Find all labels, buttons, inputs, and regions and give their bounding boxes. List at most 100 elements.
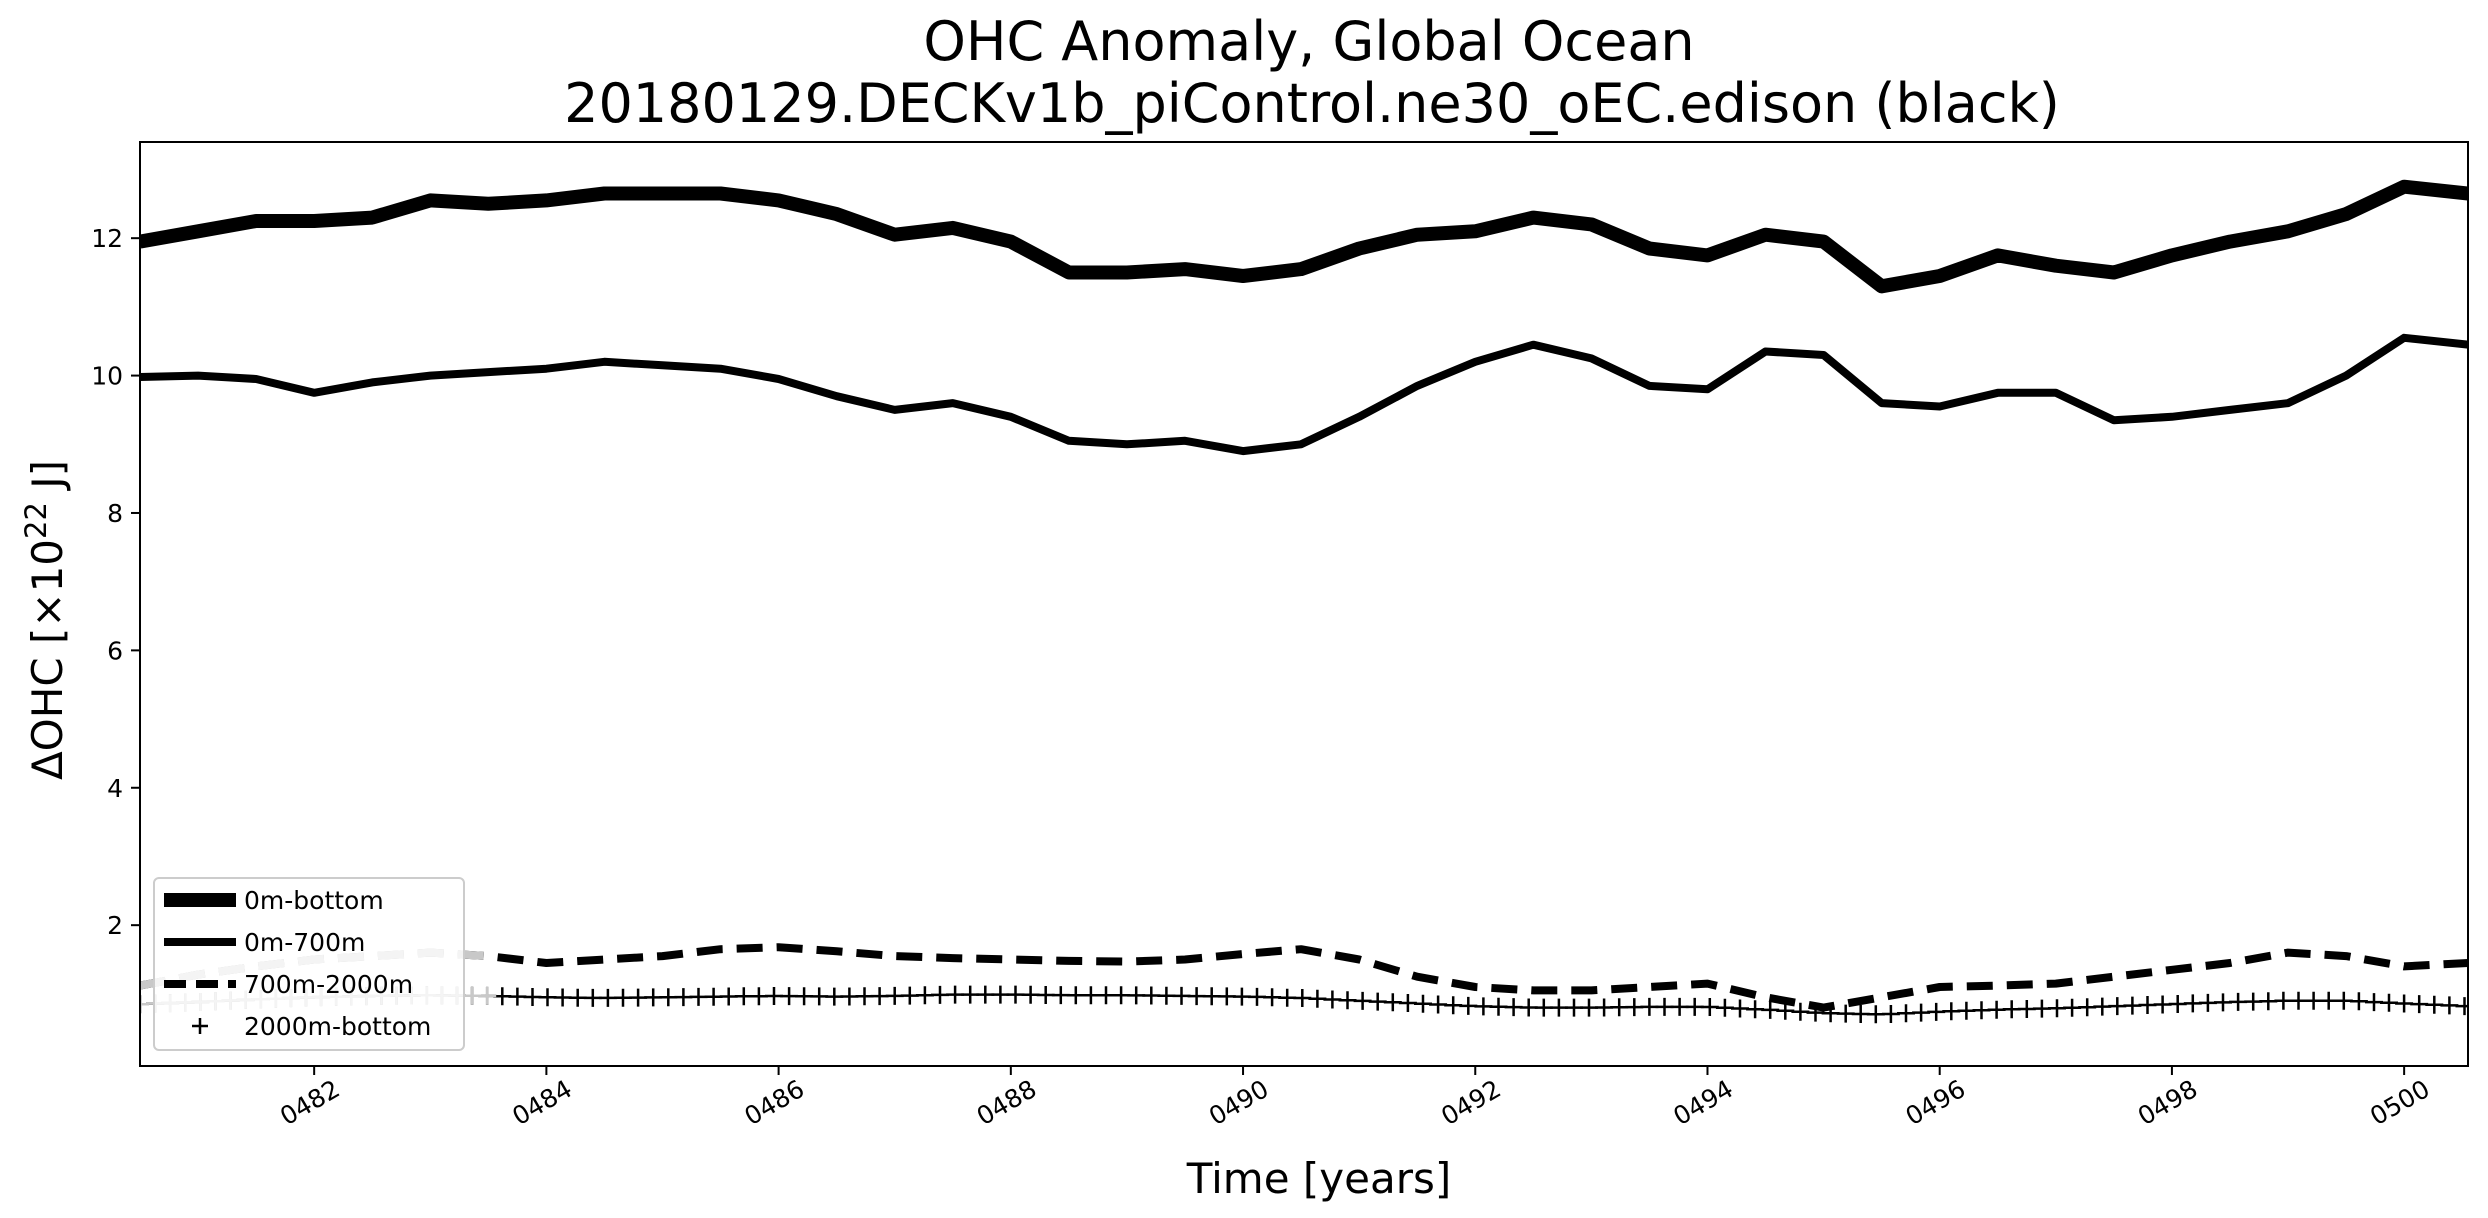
- series-3-marker-150: [2395, 994, 2414, 1013]
- series-3-marker-93: [1534, 998, 1553, 1017]
- series-3-marker-92: [1519, 998, 1538, 1017]
- series-3-marker-58: [1006, 985, 1025, 1004]
- series-3-marker-36: [674, 988, 693, 1007]
- series-3-marker-118: [1912, 1003, 1931, 1022]
- series-3-marker-141: [2259, 992, 2278, 1011]
- overlay-series-1-marker-22: [463, 986, 482, 1005]
- series-3-marker-34: [644, 988, 663, 1007]
- series-3-marker-151: [2410, 995, 2429, 1014]
- series-3-marker-106: [1731, 999, 1749, 1018]
- series-3-marker-110: [1791, 1002, 1810, 1021]
- series-3-marker-45: [810, 987, 829, 1006]
- series-3-marker-135: [2168, 995, 2187, 1013]
- series-3-marker-133: [2138, 996, 2157, 1014]
- legend-label-3: 2000m-bottom: [244, 1012, 431, 1041]
- series-3-marker-123: [1987, 1000, 2006, 1019]
- legend-label-2: 700m-2000m: [244, 970, 413, 999]
- series-3-marker-38: [704, 987, 723, 1006]
- series-3-marker-39: [719, 987, 738, 1006]
- series-2-line: [140, 943, 2468, 1012]
- series-3-marker-104: [1700, 998, 1719, 1016]
- series-3-marker-44: [795, 987, 814, 1006]
- series-3-marker-139: [2229, 992, 2248, 1011]
- series-3-marker-129: [2078, 998, 2097, 1017]
- series-3-marker-60: [1036, 986, 1055, 1004]
- series-3-marker-30: [583, 988, 602, 1007]
- series-3-marker-69: [1172, 986, 1191, 1005]
- series-3-marker-152: [2425, 995, 2444, 1014]
- series-3-marker-82: [1368, 992, 1387, 1011]
- series-3-marker-51: [900, 986, 919, 1005]
- series-3-marker-89: [1474, 997, 1493, 1016]
- series-3-marker-80: [1338, 991, 1357, 1010]
- series-3-marker-24: [493, 987, 512, 1006]
- series-3-marker-35: [659, 988, 678, 1007]
- chart-subtitle: 20180129.DECKv1b_piControl.ne30_oEC.edis…: [564, 72, 2060, 135]
- series-3-marker-117: [1897, 1004, 1915, 1023]
- series-3-marker-54: [946, 985, 965, 1004]
- series-3-marker-37: [689, 987, 708, 1006]
- y-tick-label-4: 10: [91, 362, 123, 391]
- legend-swatch-3: [192, 1018, 208, 1034]
- series-3-marker-144: [2304, 991, 2323, 1010]
- series-3-marker-70: [1187, 987, 1206, 1006]
- series-3-marker-53: [931, 985, 949, 1004]
- series-3-marker-90: [1489, 997, 1508, 1016]
- series-3-marker-137: [2198, 993, 2217, 1012]
- series-3-marker-63: [1081, 986, 1100, 1005]
- series-3-marker-87: [1444, 996, 1463, 1015]
- series-3-marker-98: [1610, 998, 1629, 1017]
- series-3-marker-138: [2214, 993, 2232, 1012]
- series-3-marker-112: [1821, 1004, 1840, 1023]
- series-3-marker-127: [2048, 999, 2066, 1018]
- y-axis-label-main: ΔOHC [×10: [23, 539, 72, 780]
- series-3-marker-66: [1127, 986, 1146, 1005]
- series-3-marker-94: [1549, 998, 1568, 1017]
- series-3-marker-42: [765, 987, 783, 1005]
- series-0-line: [140, 179, 2468, 294]
- series-3-marker-108: [1761, 1000, 1780, 1019]
- series-3-marker-109: [1776, 1001, 1795, 1020]
- series-3-marker-47: [840, 987, 859, 1006]
- series-3-marker-79: [1323, 990, 1342, 1009]
- series-3-marker-121: [1957, 1001, 1976, 1020]
- series-3-marker-124: [2002, 1000, 2021, 1019]
- series-3-marker-81: [1353, 991, 1372, 1010]
- series-3-marker-67: [1142, 986, 1161, 1005]
- series-3-marker-28: [553, 988, 572, 1007]
- series-3-marker-31: [598, 988, 617, 1007]
- legend-box: [153, 877, 465, 1051]
- series-3-marker-100: [1640, 997, 1659, 1016]
- series-3-marker-120: [1942, 1002, 1961, 1021]
- y-tick-label-1: 4: [107, 774, 123, 803]
- series-3-marker-40: [734, 987, 753, 1006]
- series-3-marker-153: [2440, 996, 2459, 1015]
- series-3-marker-134: [2153, 995, 2172, 1014]
- series-3-marker-74: [1248, 987, 1266, 1006]
- series-3-marker-142: [2274, 991, 2293, 1010]
- overlay-series-1-marker-23: [478, 986, 497, 1005]
- y-tick-label-5: 12: [91, 224, 123, 253]
- legend-label-0: 0m-bottom: [244, 886, 384, 915]
- series-3-marker-71: [1202, 987, 1221, 1006]
- legend: 0m-bottom 0m-700m 700m-2000m 2000m-bottom: [153, 877, 465, 1051]
- series-3-marker-64: [1097, 986, 1115, 1005]
- series-3-marker-59: [1021, 985, 1040, 1004]
- series-3-marker-103: [1685, 997, 1704, 1016]
- series-3-marker-147: [2349, 992, 2368, 1011]
- series-3-marker-84: [1398, 994, 1417, 1012]
- y-axis-label: ΔOHC [×1022 J]: [19, 460, 72, 780]
- series-3-marker-136: [2183, 994, 2202, 1013]
- series-1-line: [140, 333, 2468, 456]
- series-3-marker-33: [629, 988, 648, 1007]
- x-axis-label: Time [years]: [1186, 1154, 1452, 1203]
- plot-series-group: [140, 179, 2468, 1024]
- plot-area: [140, 179, 2468, 1024]
- series-3-marker-146: [2334, 991, 2353, 1010]
- legend-label-1: 0m-700m: [244, 928, 365, 957]
- series-3-marker-102: [1670, 997, 1689, 1016]
- y-tick-label-0: 2: [107, 911, 123, 940]
- series-3-marker-122: [1972, 1001, 1991, 1020]
- series-3-marker-83: [1383, 993, 1402, 1012]
- series-3-marker-65: [1112, 986, 1131, 1005]
